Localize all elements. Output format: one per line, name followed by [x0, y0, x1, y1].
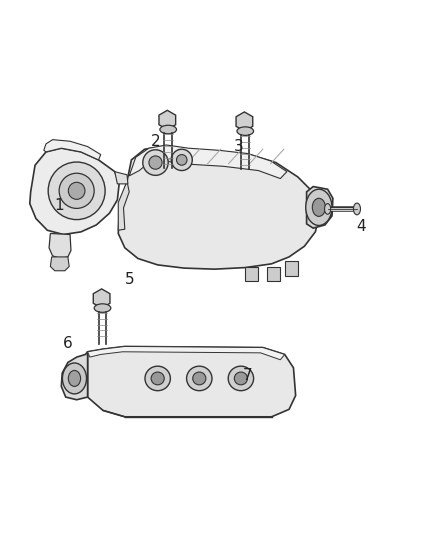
Polygon shape — [118, 181, 129, 230]
Polygon shape — [236, 112, 253, 131]
Polygon shape — [50, 257, 69, 271]
Text: 6: 6 — [63, 336, 73, 351]
Polygon shape — [49, 233, 71, 259]
Ellipse shape — [63, 363, 87, 394]
Ellipse shape — [171, 149, 192, 171]
Text: 2: 2 — [151, 134, 160, 149]
Text: 7: 7 — [243, 368, 252, 383]
Ellipse shape — [94, 304, 111, 312]
Ellipse shape — [68, 370, 81, 386]
Ellipse shape — [306, 189, 332, 225]
Ellipse shape — [325, 204, 331, 214]
Ellipse shape — [193, 372, 206, 385]
Polygon shape — [285, 261, 298, 276]
Ellipse shape — [68, 182, 85, 199]
Text: 4: 4 — [357, 219, 366, 234]
Polygon shape — [30, 148, 119, 235]
Ellipse shape — [353, 203, 360, 215]
Ellipse shape — [177, 155, 187, 165]
Polygon shape — [93, 289, 110, 308]
Polygon shape — [115, 172, 128, 184]
Ellipse shape — [312, 198, 325, 216]
Ellipse shape — [151, 372, 164, 385]
Polygon shape — [61, 352, 88, 400]
Ellipse shape — [160, 125, 177, 134]
Ellipse shape — [237, 127, 254, 135]
Ellipse shape — [143, 150, 168, 175]
Polygon shape — [307, 187, 333, 228]
Polygon shape — [159, 110, 176, 130]
Polygon shape — [44, 140, 101, 160]
Polygon shape — [245, 266, 258, 281]
Polygon shape — [118, 147, 320, 269]
Polygon shape — [88, 346, 296, 417]
Ellipse shape — [187, 366, 212, 391]
Ellipse shape — [145, 366, 170, 391]
Text: 1: 1 — [54, 198, 64, 213]
Text: 5: 5 — [124, 272, 134, 287]
Polygon shape — [129, 145, 287, 179]
Polygon shape — [88, 346, 285, 360]
Text: 3: 3 — [234, 139, 244, 154]
Ellipse shape — [149, 156, 162, 169]
Ellipse shape — [228, 366, 254, 391]
Polygon shape — [267, 266, 280, 281]
Ellipse shape — [234, 372, 247, 385]
Ellipse shape — [59, 173, 94, 208]
Ellipse shape — [48, 162, 105, 220]
